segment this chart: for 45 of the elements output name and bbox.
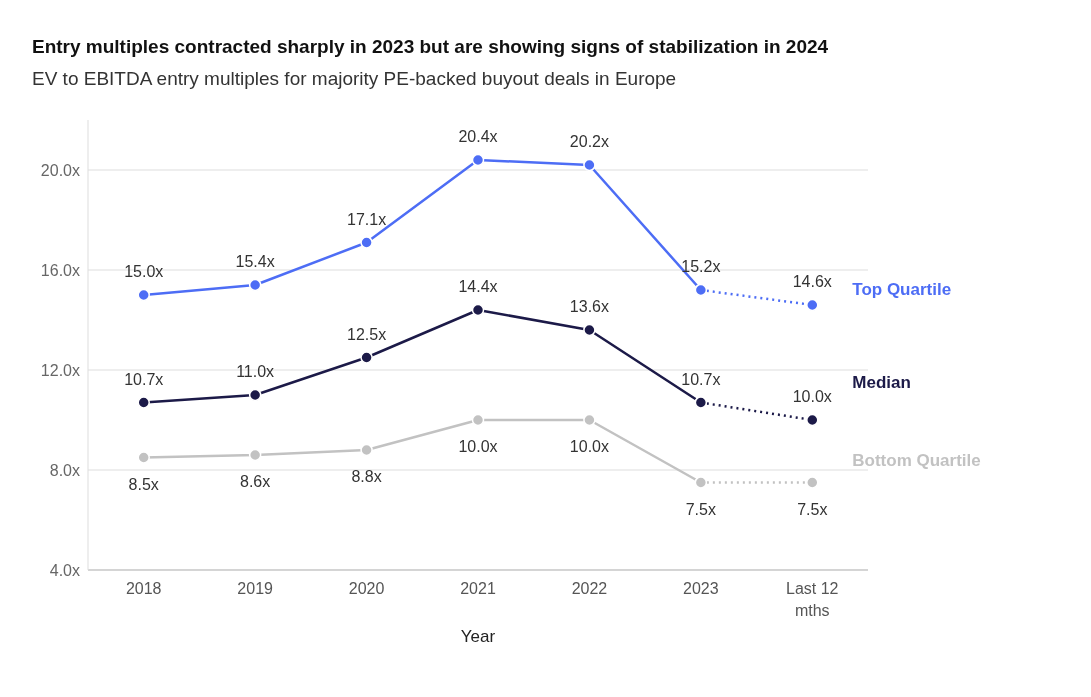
data-label: 20.2x — [569, 133, 609, 150]
point — [471, 303, 485, 317]
point — [248, 278, 262, 292]
data-label: 10.0x — [792, 388, 832, 405]
chart-subtitle: EV to EBITDA entry multiples for majority PE-backed buyout deals in Europe — [31, 67, 678, 90]
data-label: 20.4x — [458, 128, 498, 145]
data-label: 14.4x — [458, 278, 498, 295]
data-label: 11.0x — [236, 363, 275, 380]
text: Median — [852, 372, 911, 392]
point — [248, 388, 262, 402]
x-tick-label: 2020 — [348, 580, 385, 597]
point — [471, 153, 485, 167]
data-label: 15.4x — [235, 253, 275, 270]
data-label: 15.2x — [681, 258, 721, 275]
y-tick-label: 12.0x — [40, 361, 80, 379]
data-label: 7.5x — [685, 500, 716, 518]
x-tick-label: 2019 — [237, 580, 274, 597]
x-tick-label: 2022 — [571, 580, 608, 597]
data-label: 13.6x — [569, 298, 609, 315]
y-tick-label: 8.0x — [49, 461, 80, 479]
point — [583, 158, 596, 172]
point — [137, 288, 150, 302]
x-tick-label: 2018 — [125, 580, 162, 597]
text: Bottom Quartile — [852, 450, 981, 470]
data-label: 15.0x — [124, 263, 164, 280]
y-tick-label: 20.0x — [40, 161, 80, 179]
point — [360, 236, 373, 249]
point — [360, 351, 373, 364]
data-label: 10.7x — [124, 370, 164, 388]
point — [806, 413, 819, 427]
chart-title: Entry multiples contracted sharply in 2023 but are showing signs of stabilization in 2024 — [31, 35, 830, 58]
point — [806, 298, 819, 312]
x-tick-label: 2021 — [460, 580, 496, 597]
data-label: 7.5x — [797, 500, 828, 518]
data-label: 12.5x — [347, 325, 387, 343]
data-label: 17.1x — [347, 210, 387, 228]
text: Top Quartile — [852, 280, 952, 299]
data-label: 14.6x — [792, 273, 832, 290]
y-tick-label: 4.0x — [49, 561, 80, 579]
point — [583, 323, 596, 337]
x-tick-label: 2023 — [683, 580, 719, 597]
x-tick-label: Last 12 mths — [786, 580, 839, 619]
y-tick-label: 16.0x — [40, 261, 80, 279]
data-label: 10.7x — [681, 370, 721, 388]
x-axis-title: Year — [460, 627, 496, 646]
